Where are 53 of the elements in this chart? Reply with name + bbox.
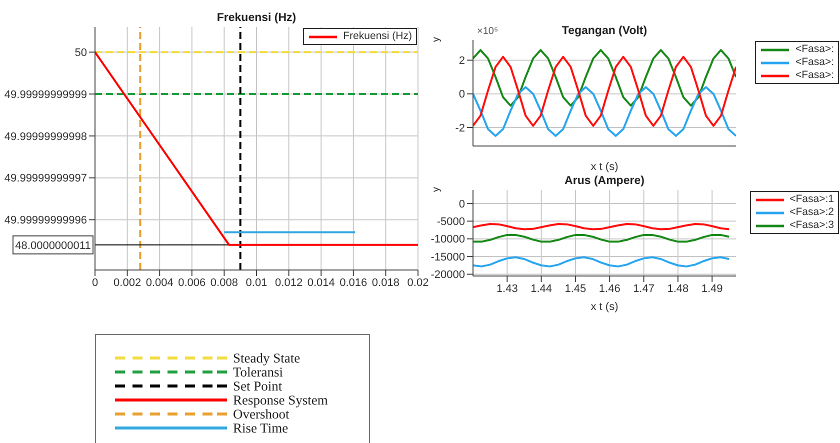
legend-label: <Fasa>: (795, 56, 834, 69)
y-tick-label: 49.99999999998 (4, 130, 87, 143)
x-tick-label: 1.45 (564, 282, 586, 295)
legend-label: Frekuensi (Hz) (343, 30, 412, 43)
y-tick-label: 49.99999999997 (4, 172, 87, 185)
y-tick-label: 2 (458, 55, 465, 68)
y-tick-label: 49.99999999999 (4, 88, 87, 101)
legend-label: Steady State (233, 350, 300, 366)
legend-label: Toleransi (233, 364, 284, 380)
text: Response System (233, 392, 328, 408)
y-tick-label: 0 (458, 198, 465, 210)
x-tick-label: 0.02 (407, 276, 429, 289)
x-tick-label: 0.01 (246, 276, 268, 289)
y-tick-label: -10000 (430, 234, 465, 246)
x-tick-label: 1.49 (701, 282, 723, 295)
chart-title: Arus (Ampere) (564, 175, 646, 187)
x-tick-label: 0.002 (114, 276, 142, 289)
chart-title: Frekuensi (Hz) (216, 12, 298, 24)
y-tick-label: -2 (455, 122, 465, 134)
legend-label: <Fasa>:2 (790, 206, 834, 219)
y-tick-label: -15000 (430, 251, 465, 264)
text: ×10⁵ (477, 26, 498, 37)
x-tick-label: 0.006 (178, 276, 206, 289)
y-axis-title: y (431, 37, 442, 42)
y-axis-title: y (431, 187, 442, 192)
legend-label: Rise Time (233, 420, 288, 436)
x-tick-label: 0.004 (146, 276, 174, 289)
x-tick-label: 1.48 (667, 282, 689, 295)
chart-title: Tegangan (Volt) (562, 25, 648, 37)
x-tick-label: 0.018 (372, 276, 400, 289)
x-tick-label: 1.43 (496, 282, 518, 295)
legend-label: Overshoot (233, 406, 290, 422)
legend-label: <Fasa>:1 (790, 193, 834, 206)
y-tick-label: -5000 (436, 216, 465, 228)
y-tick-label: 50 (74, 47, 87, 60)
x-axis-title: x t (s) (590, 301, 618, 313)
y-tick-label: -20000 (430, 269, 465, 282)
x-tick-label: 1.44 (530, 282, 552, 295)
x-tick-label: 1.47 (633, 282, 654, 295)
x-tick-label: 0.008 (210, 276, 238, 289)
y-tick-label: 0 (458, 88, 465, 101)
legend-label: <Fasa>:3 (790, 219, 834, 232)
legend-label: <Fasa>: (795, 69, 834, 82)
legend-label: Set Point (233, 378, 282, 394)
x-tick-label: 0.014 (307, 276, 335, 289)
legend-label: <Fasa>: (795, 43, 834, 56)
y-tick-label: 49.99999999996 (4, 214, 87, 227)
x-axis-title: x t (s) (590, 161, 618, 173)
x-tick-label: 1.46 (598, 282, 620, 295)
x-tick-label: 0 (92, 276, 98, 289)
x-tick-label: 0.012 (275, 276, 303, 289)
x-tick-label: 0.016 (340, 276, 368, 289)
text: 48.0000000011 (15, 240, 91, 252)
